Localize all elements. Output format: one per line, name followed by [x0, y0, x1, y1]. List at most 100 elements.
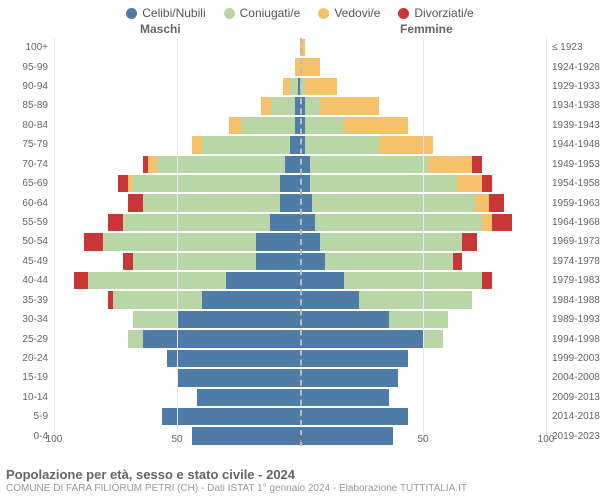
- x-tick: 50: [171, 434, 182, 445]
- bar-segment: [300, 350, 408, 367]
- age-label: 95-99: [0, 57, 52, 76]
- birth-label: 1994-1998: [548, 329, 600, 348]
- bar-segment: [229, 117, 241, 134]
- bar-segment: [108, 214, 123, 231]
- bar-segment: [475, 194, 490, 211]
- male-bar: [283, 78, 300, 95]
- bar-segment: [423, 330, 443, 347]
- male-bar: [177, 369, 300, 386]
- male-bar: [108, 291, 300, 308]
- age-label: 90-94: [0, 77, 52, 96]
- bar-segment: [133, 311, 177, 328]
- birth-label: 2004-2008: [548, 368, 600, 387]
- bar-segment: [300, 272, 344, 289]
- birth-label: 2014-2018: [548, 407, 600, 426]
- chart-area: Fasce di età Anni di nascita 100+95-9990…: [0, 38, 600, 446]
- bar-segment: [320, 233, 463, 250]
- birth-label: ≤ 1923: [548, 38, 600, 57]
- birth-label: 1949-1953: [548, 155, 600, 174]
- bar-segment: [300, 408, 408, 425]
- bar-segment: [261, 97, 271, 114]
- female-bar: [300, 272, 492, 289]
- legend-label: Vedovi/e: [334, 6, 380, 20]
- bar-segment: [74, 272, 89, 289]
- bar-segment: [300, 369, 398, 386]
- bar-segment: [197, 389, 300, 406]
- bar-segment: [177, 311, 300, 328]
- x-tick: 0: [297, 434, 303, 445]
- bar-segment: [310, 175, 458, 192]
- legend: Celibi/NubiliConiugati/eVedovi/eDivorzia…: [0, 0, 600, 22]
- x-tick: 100: [46, 434, 63, 445]
- bar-segment: [123, 253, 133, 270]
- age-label: 0-4: [0, 426, 52, 445]
- birth-label: 1964-1968: [548, 213, 600, 232]
- bar-segment: [280, 175, 300, 192]
- male-bar: [197, 389, 300, 406]
- grid-line: [177, 38, 178, 446]
- male-bar: [133, 311, 300, 328]
- female-bar: [300, 233, 477, 250]
- bar-segment: [103, 233, 256, 250]
- male-bar: [123, 253, 300, 270]
- legend-label: Divorziati/e: [414, 6, 473, 20]
- bar-segment: [482, 214, 492, 231]
- bar-segment: [162, 408, 300, 425]
- birth-label: 2019-2023: [548, 426, 600, 445]
- plot: [54, 38, 546, 446]
- birth-label: 1974-1978: [548, 252, 600, 271]
- bar-segment: [118, 175, 128, 192]
- bar-segment: [482, 175, 492, 192]
- gender-headers: Maschi Femmine: [0, 22, 600, 38]
- birth-label: 1939-1943: [548, 116, 600, 135]
- bar-segment: [128, 194, 143, 211]
- bar-segment: [344, 117, 408, 134]
- bar-segment: [192, 136, 202, 153]
- age-label: 80-84: [0, 116, 52, 135]
- age-label: 50-54: [0, 232, 52, 251]
- bar-segment: [143, 194, 281, 211]
- bar-segment: [310, 156, 428, 173]
- male-bar: [128, 330, 300, 347]
- legend-item: Vedovi/e: [318, 6, 380, 20]
- center-line: [300, 38, 302, 446]
- bar-segment: [325, 253, 453, 270]
- bar-segment: [300, 291, 359, 308]
- birth-label: 1969-1973: [548, 232, 600, 251]
- female-bar: [300, 194, 504, 211]
- bar-segment: [300, 233, 320, 250]
- bar-segment: [133, 175, 281, 192]
- bar-segment: [128, 330, 143, 347]
- bar-segment: [290, 136, 300, 153]
- male-bar: [192, 136, 300, 153]
- female-bar: [300, 408, 408, 425]
- legend-item: Divorziati/e: [398, 6, 473, 20]
- male-bar: [229, 117, 300, 134]
- x-axis: 10050050100: [54, 434, 546, 450]
- legend-swatch: [318, 8, 329, 19]
- bar-segment: [457, 175, 482, 192]
- bar-segment: [482, 272, 492, 289]
- bar-segment: [315, 214, 482, 231]
- male-bar: [118, 175, 300, 192]
- bar-segment: [133, 253, 256, 270]
- female-bar: [300, 214, 512, 231]
- bar-segment: [300, 214, 315, 231]
- female-bar: [300, 136, 433, 153]
- age-label: 45-49: [0, 252, 52, 271]
- male-bar: [108, 214, 300, 231]
- bar-segment: [344, 272, 482, 289]
- age-label: 5-9: [0, 407, 52, 426]
- birth-label: 1924-1928: [548, 57, 600, 76]
- bar-segment: [305, 97, 320, 114]
- legend-swatch: [126, 8, 137, 19]
- birth-label: 2009-2013: [548, 388, 600, 407]
- bar-segment: [285, 156, 300, 173]
- legend-swatch: [398, 8, 409, 19]
- birth-label: 1934-1938: [548, 96, 600, 115]
- bar-segment: [123, 214, 271, 231]
- age-label: 75-79: [0, 135, 52, 154]
- bar-segment: [226, 272, 300, 289]
- header-femmine: Femmine: [400, 22, 453, 36]
- female-bar: [300, 78, 337, 95]
